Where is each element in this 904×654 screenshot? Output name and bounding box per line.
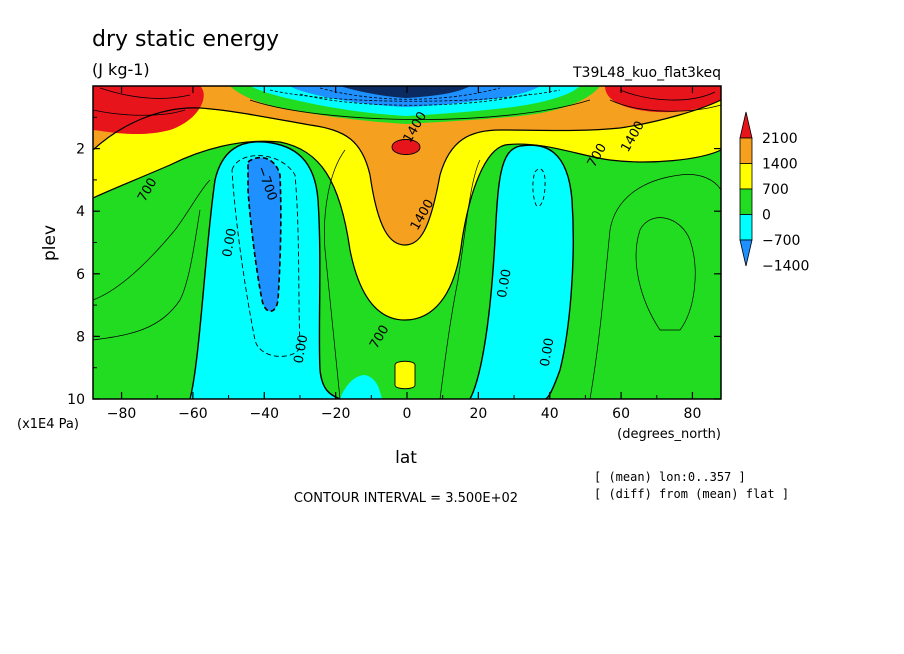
contour-interval-text: CONTOUR INTERVAL = 3.500E+02 (294, 491, 518, 506)
contour-label: 0.00 (292, 334, 312, 365)
colorbar-segment (739, 137, 753, 164)
fill-top-dark (340, 86, 470, 98)
y-tick-label: 6 (76, 267, 85, 283)
colorbar-label: 1400 (762, 157, 798, 173)
contour-line-top-dense-2 (299, 93, 531, 106)
fill-orange-region (93, 86, 721, 245)
chart-units: (J kg-1) (92, 60, 150, 79)
contour-line-neg-left-outer (231, 155, 301, 357)
colorbar-label: −1400 (762, 259, 809, 275)
y-axis-units: (x1E4 Pa) (17, 417, 79, 432)
y-axis: 2 4 6 8 10 (67, 116, 721, 408)
contour-line-thin-e (589, 174, 721, 399)
contour-line-thin-b (93, 209, 201, 341)
y-tick-label: 2 (76, 142, 85, 158)
contour-line-center-red (391, 139, 421, 155)
contour-line-neg-left (247, 156, 282, 313)
x-axis: −80 −60 −40 −20 0 20 40 60 80 (107, 86, 702, 422)
y-axis-title: plev (40, 225, 60, 261)
colorbar: 2100 1400 700 0 −700 −1400 (739, 111, 809, 275)
colorbar-segment (739, 214, 753, 241)
contour-line-thin-c (324, 149, 346, 399)
contour-line-neg-right (532, 168, 546, 207)
contour-label: 0.00 (495, 268, 515, 299)
fill-red-center (392, 139, 420, 155)
x-tick-label: 40 (541, 406, 559, 422)
fill-cyan-right (470, 145, 574, 399)
contour-line-top-dense-3 (319, 87, 501, 100)
colorbar-segment (739, 188, 753, 215)
y-tick-label: 10 (67, 392, 85, 408)
contour-line-top-d (609, 99, 721, 112)
y-tick-label: 8 (76, 329, 85, 345)
x-tick-label: −20 (321, 406, 351, 422)
fill-yellow-lower (395, 361, 415, 389)
x-tick-label: 60 (612, 406, 630, 422)
colorbar-label: 700 (762, 182, 789, 198)
x-axis-units: (degrees_north) (617, 427, 721, 442)
contour-line-thin-f (635, 217, 696, 331)
contour-line-zero-left (189, 141, 341, 399)
contour-line-top-b (93, 109, 186, 116)
contour-line-thin-a (93, 179, 211, 301)
colorbar-label: −700 (762, 233, 800, 249)
contour-line-700 (93, 140, 721, 321)
contour-line-center-low (394, 360, 416, 390)
x-axis-title: lat (395, 448, 417, 468)
fill-cyan-bottom-mid (340, 375, 382, 399)
chart-title: dry static energy (92, 27, 279, 52)
note-mean-lon: [ (mean) lon:0..357 ] (594, 470, 746, 484)
contour-label: 0.00 (220, 227, 240, 258)
contour-line-thin-d (439, 159, 481, 399)
x-tick-label: 20 (469, 406, 487, 422)
contour-lines (93, 87, 721, 399)
colorbar-label: 2100 (762, 131, 798, 147)
x-tick-label: 80 (684, 406, 702, 422)
colorbar-bottom-arrow (739, 239, 753, 267)
contour-line-top-dense-4 (249, 99, 591, 120)
contour-line-zero-right (469, 144, 574, 399)
contour-line-top-a (99, 87, 191, 99)
colorbar-top-arrow (739, 111, 753, 139)
x-tick-label: −60 (178, 406, 208, 422)
contour-label: 0.00 (538, 337, 558, 368)
fill-blue-left (248, 157, 281, 312)
contour-line-top-c (619, 89, 716, 101)
x-tick-label: −80 (107, 406, 137, 422)
x-tick-label: 0 (403, 406, 412, 422)
colorbar-label: 0 (762, 208, 771, 224)
y-tick-label: 4 (76, 204, 85, 220)
contour-line-1400 (93, 99, 721, 246)
run-label: T39L48_kuo_flat3keq (572, 65, 721, 81)
colorbar-segment (739, 163, 753, 190)
x-tick-label: −40 (249, 406, 279, 422)
note-diff-from: [ (diff) from (mean) flat ] (594, 487, 789, 501)
fill-red-left (93, 86, 204, 135)
